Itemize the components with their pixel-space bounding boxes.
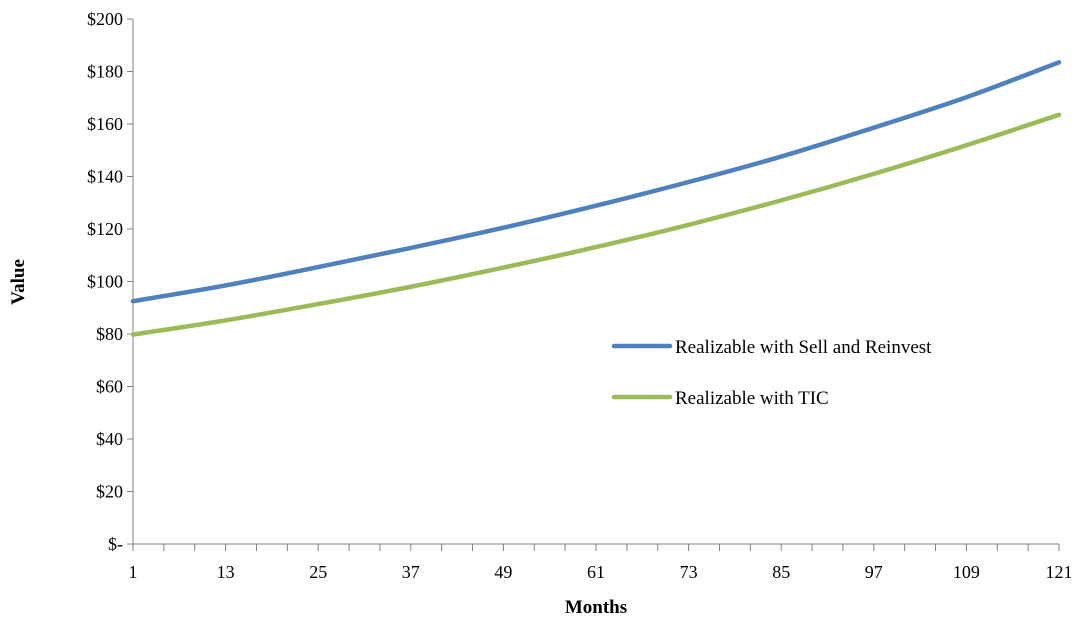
legend-label-1: Realizable with Sell and Reinvest [675,337,932,358]
y-tick-label: $200 [87,9,123,29]
y-tick-label: $120 [87,219,123,239]
x-tick-label: 1 [129,562,138,582]
x-tick-label: 85 [772,562,790,582]
y-axis: $- $20 $40 $60 $80 $100 $120 $140 $160 $180 $200 [87,9,134,554]
x-tick-label: 49 [494,562,512,582]
x-tick-label: 37 [402,562,420,582]
legend: Realizable with Sell and Reinvest Realiza… [611,337,932,409]
x-tick-label: 97 [865,562,883,582]
x-tick-label: 61 [587,562,605,582]
series-line-1 [130,60,1062,304]
y-tick-label: $100 [87,272,123,292]
legend-label-2: Realizable with TIC [675,388,829,409]
y-tick-label: $40 [96,429,123,449]
y-tick-label: $180 [87,62,123,82]
y-axis-title: Value [8,259,29,305]
y-tick-label: $60 [96,377,123,397]
x-tick-label: 109 [953,562,980,582]
y-tick-label: $20 [96,482,123,502]
y-tick-label: $140 [87,167,123,187]
x-tick-label: 121 [1046,562,1073,582]
x-tick-label: 13 [217,562,235,582]
x-axis: 1 13 25 37 49 61 73 85 97 109 121 [129,543,1073,582]
y-tick-label: $160 [87,114,123,134]
y-tick-label: $- [108,534,123,554]
x-axis-title: Months [565,597,627,618]
x-tick-label: 25 [309,562,327,582]
series-line-2 [130,112,1062,337]
y-tick-label: $80 [96,324,123,344]
series-layer [130,60,1062,337]
x-tick-label: 73 [680,562,698,582]
